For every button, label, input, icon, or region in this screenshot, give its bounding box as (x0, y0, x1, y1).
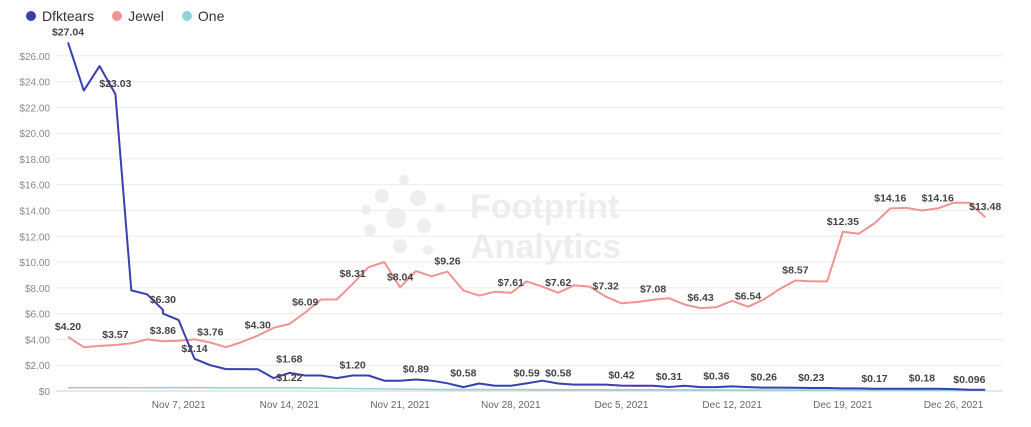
data-label-dfktears: $27.04 (52, 26, 84, 38)
data-label-dfktears: $0.096 (953, 374, 985, 386)
y-tick-label: $22.00 (19, 103, 50, 114)
data-label-dfktears: $0.89 (403, 364, 429, 376)
y-tick-label: $12.00 (19, 232, 50, 243)
legend-item-jewel[interactable]: Jewel (112, 8, 164, 24)
data-label-dfktears: $0.17 (861, 373, 887, 385)
data-label-jewel: $3.76 (197, 327, 223, 339)
watermark-line1: Footprint (470, 188, 619, 226)
y-tick-label: $26.00 (19, 52, 50, 63)
data-label-jewel: $4.20 (55, 321, 81, 333)
grid (56, 55, 1003, 392)
data-label-dfktears: $0.58 (545, 368, 571, 380)
series-line-jewel[interactable] (67, 201, 986, 349)
legend-item-dfktears[interactable]: Dfktears (26, 8, 94, 24)
series-line-dfktears[interactable] (67, 42, 986, 391)
y-tick-label: $20.00 (19, 129, 50, 140)
legend-dot-one (181, 11, 192, 21)
data-label-jewel: $7.61 (498, 277, 524, 289)
data-label-jewel: $8.57 (782, 265, 808, 277)
data-label-jewel: $14.16 (874, 192, 906, 204)
y-tick-label: $4.00 (25, 335, 50, 346)
series-layer (67, 42, 986, 391)
x-tick-label: Nov 14, 2021 (260, 400, 320, 411)
data-label-jewel: $8.31 (340, 268, 366, 280)
x-tick-label: Nov 21, 2021 (370, 400, 430, 411)
data-label-dfktears: $2.14 (181, 343, 207, 355)
data-label-dfktears: $1.20 (340, 360, 366, 372)
data-label-jewel: $6.43 (687, 292, 713, 304)
y-tick-label: $16.00 (19, 181, 50, 192)
y-tick-label: $14.00 (19, 207, 50, 218)
data-label-jewel: $3.86 (150, 325, 176, 337)
legend-label-dfktears: Dfktears (42, 8, 95, 24)
data-label-jewel: $13.48 (969, 201, 1001, 213)
watermark: Footprint Analytics (361, 175, 621, 266)
data-label-dfktears: $0.23 (798, 372, 824, 384)
watermark-line2: Analytics (470, 228, 621, 266)
x-axis: Nov 7, 2021 Nov 14, 2021 Nov 21, 2021 Nov 2… (152, 400, 984, 411)
data-label-dfktears: $0.26 (751, 372, 777, 384)
data-label-dfktears: $0.31 (656, 371, 682, 383)
data-label-dfktears: $0.59 (513, 367, 539, 379)
data-label-dfktears: $23.03 (99, 78, 131, 90)
x-tick-label: Dec 19, 2021 (813, 400, 873, 411)
legend-dot-dfktears (26, 11, 36, 21)
data-labels: $1.22 $4.20 $3.57 $3.86 $3.76 $4.30 $6.09 $8.31… (52, 26, 1001, 385)
data-label-dfktears: $1.68 (276, 353, 302, 365)
legend-dot-jewel (112, 11, 123, 21)
y-tick-label: $10.00 (19, 258, 50, 269)
legend-label-one: One (197, 8, 225, 24)
y-axis: $0 $2.00 $4.00 $6.00 $8.00 $10.00 $12.00 $14.00… (19, 52, 50, 398)
data-label-jewel: $9.26 (434, 256, 460, 268)
legend-label-jewel: Jewel (128, 8, 164, 24)
y-tick-label: $8.00 (25, 284, 50, 295)
data-label-one: $1.22 (276, 372, 302, 384)
data-label-dfktears: $0.58 (450, 368, 476, 380)
data-label-jewel: $3.57 (102, 329, 128, 341)
footprint-logo-icon (361, 175, 445, 255)
x-tick-label: Dec 26, 2021 (924, 400, 984, 411)
x-tick-label: Nov 28, 2021 (481, 400, 541, 411)
x-tick-label: Dec 5, 2021 (595, 400, 649, 411)
legend: Dfktears Jewel One (26, 8, 224, 24)
data-label-dfktears: $6.30 (150, 294, 176, 306)
y-tick-label: $24.00 (19, 78, 50, 89)
data-label-jewel: $7.32 (593, 281, 619, 293)
y-tick-label: $6.00 (25, 310, 50, 321)
x-tick-label: Dec 12, 2021 (702, 400, 762, 411)
data-label-jewel: $7.08 (640, 284, 666, 296)
y-tick-label: $2.00 (25, 361, 50, 372)
data-label-jewel: $12.35 (827, 216, 859, 228)
y-tick-label: $0 (39, 387, 51, 398)
data-label-jewel: $14.16 (922, 192, 954, 204)
data-label-jewel: $8.04 (387, 271, 413, 283)
data-label-jewel: $7.62 (545, 277, 571, 289)
x-tick-label: Nov 7, 2021 (152, 400, 206, 411)
data-label-jewel: $6.54 (735, 291, 761, 303)
data-label-dfktears: $0.18 (909, 373, 935, 385)
legend-item-one[interactable]: One (181, 8, 225, 24)
data-label-dfktears: $0.36 (703, 370, 729, 382)
series-line-one[interactable] (68, 386, 986, 391)
data-label-jewel: $6.09 (292, 296, 318, 308)
data-label-dfktears: $0.42 (608, 370, 634, 382)
data-label-jewel: $4.30 (245, 320, 271, 332)
y-tick-label: $18.00 (19, 155, 50, 166)
